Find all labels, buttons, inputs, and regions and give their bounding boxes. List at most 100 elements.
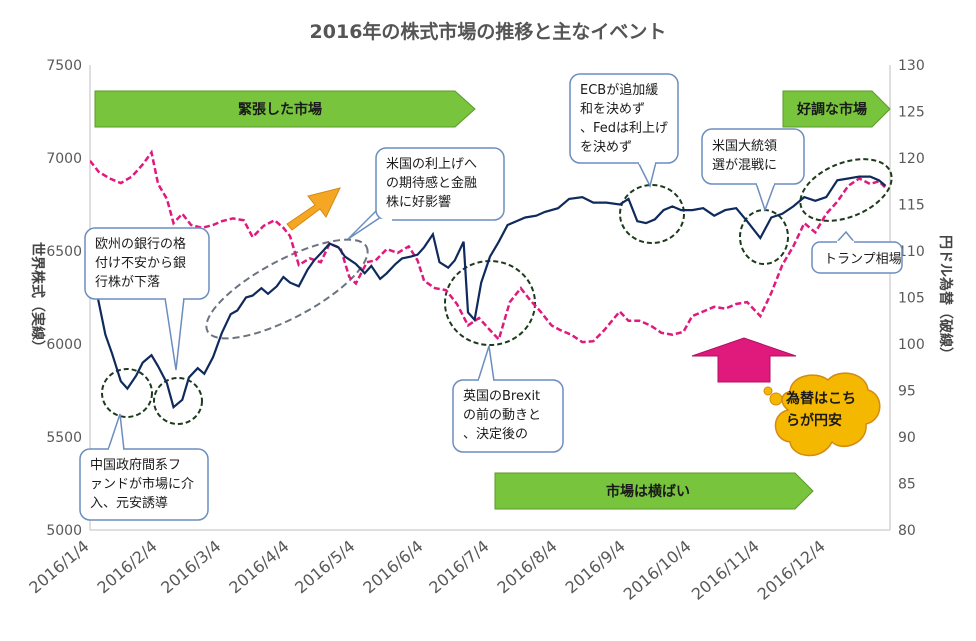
y-right-tick-label: 90 bbox=[898, 430, 916, 446]
left-axis-ticks: 5000 5500 6000 6500 7000 7500 bbox=[46, 58, 82, 539]
callout-us-rate-line1: 米国の利上げへ bbox=[386, 157, 477, 172]
callout-election-pointer bbox=[754, 182, 777, 213]
ellipse-election bbox=[739, 209, 789, 265]
callout-brexit-box bbox=[452, 379, 564, 453]
y-left-tick-label: 6500 bbox=[46, 244, 82, 260]
x-tick-label: 2016/12/4 bbox=[754, 537, 829, 604]
callout-trump: トランプ相場 bbox=[811, 230, 903, 274]
y-right-tick-label: 115 bbox=[898, 198, 925, 214]
y-right-tick-label: 130 bbox=[898, 58, 925, 74]
callout-china-line3: 入、元安誘導 bbox=[90, 496, 168, 511]
flat-market-arrow: 市場は横ばい bbox=[494, 472, 814, 510]
flat-market-arrow-shape bbox=[494, 472, 814, 510]
callout-ecb-pointer bbox=[636, 161, 657, 189]
callout-us-rate-box bbox=[375, 147, 505, 221]
ellipse-brexit bbox=[444, 260, 536, 346]
yen-cheap-line2: らが円安 bbox=[786, 412, 842, 429]
flat-market-label: 市場は横ばい bbox=[606, 483, 690, 500]
y-left-tick-label: 7000 bbox=[46, 151, 82, 167]
plot-series bbox=[90, 149, 887, 410]
callout-brexit-line1: 英国のBrexit bbox=[463, 389, 540, 404]
callout-ecb-line3: 、Fedは利上げ bbox=[580, 121, 668, 136]
callout-brexit-line2: の前の動きと bbox=[463, 407, 541, 423]
x-tick-label: 2016/4/4 bbox=[225, 537, 292, 598]
y-left-tick-label: 6000 bbox=[46, 337, 82, 353]
x-tick-label: 2016/5/4 bbox=[291, 537, 358, 598]
x-tick-label: 2016/6/4 bbox=[359, 537, 426, 598]
x-tick-label: 2016/1/4 bbox=[25, 537, 92, 598]
x-tick-label: 2016/8/4 bbox=[493, 537, 560, 598]
callout-europe-banks: 欧州の銀行の格 付け不安から銀 行株が下落 bbox=[84, 227, 210, 371]
yen-cheap-line1: 為替はこち bbox=[785, 390, 856, 407]
ellipse-china bbox=[101, 368, 153, 418]
callout-brexit-line3: 、決定後の bbox=[463, 427, 528, 442]
callout-election-line2: 選が混戦に bbox=[712, 158, 777, 173]
y-right-tick-label: 120 bbox=[898, 151, 925, 167]
y-left-axis-title: 世界株式（実線） bbox=[29, 242, 46, 354]
callout-trump-text: トランプ相場 bbox=[824, 252, 902, 267]
callout-china-line1: 中国政府間系フ bbox=[90, 458, 181, 473]
yen-cloud-bubble-medium bbox=[769, 392, 783, 406]
y-left-tick-label: 7500 bbox=[46, 58, 82, 74]
callout-yen-cheap: 為替はこち らが円安 bbox=[763, 372, 881, 457]
yen-cheap-text: 為替はこち らが円安 bbox=[785, 390, 861, 429]
y-right-tick-label: 80 bbox=[898, 523, 916, 539]
right-axis-ticks: 80 85 90 95 100 105 110 115 120 125 130 bbox=[898, 58, 925, 539]
ellipse-trump bbox=[799, 158, 893, 222]
good-market-arrow-shape bbox=[782, 90, 891, 128]
callout-election-line1: 米国大統領 bbox=[712, 138, 777, 154]
callout-europe-banks-line2: 付け不安から銀 bbox=[95, 256, 186, 271]
y-right-axis-title: 円ドル為替（破線） bbox=[937, 235, 954, 361]
x-tick-label: 2016/9/4 bbox=[562, 537, 629, 598]
callout-trump-box bbox=[811, 241, 903, 274]
callout-china-pointer bbox=[106, 413, 125, 451]
y-right-tick-label: 85 bbox=[898, 477, 916, 493]
y-left-tick-label: 5500 bbox=[46, 430, 82, 446]
callout-europe-banks-text: 欧州の銀行の格 付け不安から銀 行株が下落 bbox=[95, 236, 190, 290]
callout-ecb-box bbox=[569, 73, 679, 164]
pink-up-arrow bbox=[691, 337, 797, 383]
tense-market-arrow: 緊張した市場 bbox=[94, 90, 476, 128]
callout-europe-banks-pointer bbox=[164, 297, 185, 371]
callout-election-text: 米国大統領 選が混戦に bbox=[712, 138, 781, 173]
x-tick-label: 2016/3/4 bbox=[157, 537, 224, 598]
callout-election: 米国大統領 選が混戦に bbox=[701, 128, 805, 213]
callout-europe-banks-box bbox=[84, 227, 210, 300]
callouts: 欧州の銀行の格 付け不安から銀 行株が下落 中国政府間系フ ァンドが市場に介 入… bbox=[79, 73, 903, 521]
orange-up-arrow bbox=[286, 187, 341, 231]
callout-us-rate-line3: 株に好影響 bbox=[386, 194, 451, 210]
callout-ecb-text: ECBが追加緩 和を決めず 、Fedは利上げ を決めず bbox=[580, 82, 672, 155]
ellipse-ecb bbox=[619, 184, 685, 244]
y-right-tick-label: 105 bbox=[898, 291, 925, 307]
callout-china: 中国政府間系フ ァンドが市場に介 入、元安誘導 bbox=[79, 413, 209, 521]
callout-ecb: ECBが追加緩 和を決めず 、Fedは利上げ を決めず bbox=[569, 73, 679, 189]
chart-title: 2016年の株式市場の推移と主なイベント bbox=[310, 20, 667, 43]
callout-ecb-line2: 和を決めず bbox=[580, 102, 645, 117]
callout-brexit-text: 英国のBrexit の前の動きと 、決定後の bbox=[463, 389, 545, 442]
callout-europe-banks-line1: 欧州の銀行の格 bbox=[95, 236, 186, 252]
annotations: 緊張した市場 好調な市場 市場は横ばい bbox=[94, 90, 893, 510]
callout-china-box bbox=[79, 448, 209, 521]
tense-market-label: 緊張した市場 bbox=[238, 101, 322, 118]
x-tick-label: 2016/7/4 bbox=[425, 537, 492, 598]
x-tick-label: 2016/2/4 bbox=[93, 537, 160, 598]
y-right-tick-label: 110 bbox=[898, 244, 925, 260]
good-market-label: 好調な市場 bbox=[796, 101, 867, 118]
callout-us-rate-text: 米国の利上げへ の期待感と金融 株に好影響 bbox=[386, 157, 481, 210]
yen-cloud-bubble-small bbox=[763, 386, 773, 396]
callout-ecb-line1: ECBが追加緩 bbox=[580, 82, 658, 98]
callout-china-text: 中国政府間系フ ァンドが市場に介 入、元安誘導 bbox=[90, 458, 198, 511]
ellipse-us-rate bbox=[205, 238, 369, 340]
callout-us-rate-line2: の期待感と金融 bbox=[386, 175, 477, 191]
callout-china-line2: ァンドが市場に介 bbox=[90, 476, 194, 492]
y-left-tick-label: 5000 bbox=[46, 523, 82, 539]
fx-series-line bbox=[90, 149, 887, 344]
x-tick-label: 2016/11/4 bbox=[688, 537, 763, 604]
good-market-arrow: 好調な市場 bbox=[782, 90, 891, 128]
x-tick-label: 2016/10/4 bbox=[620, 537, 695, 604]
y-right-tick-label: 95 bbox=[898, 384, 916, 400]
y-right-tick-label: 100 bbox=[898, 337, 925, 353]
